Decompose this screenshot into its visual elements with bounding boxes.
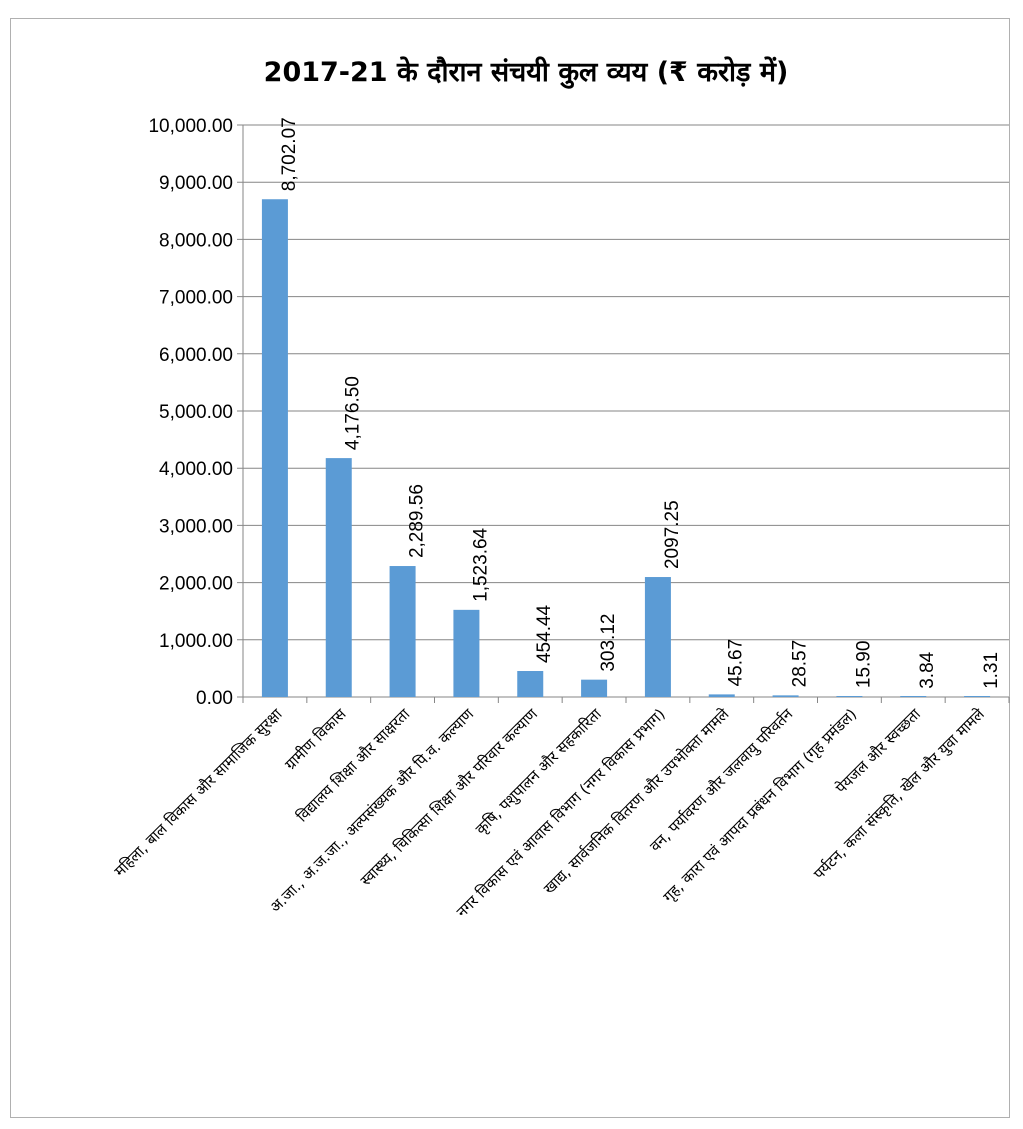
bar: [708, 694, 735, 697]
bar: [581, 679, 608, 697]
category-label: कृषि, पशुपालन और सहकारिता: [472, 704, 607, 839]
data-label: 1,523.64: [470, 527, 491, 601]
y-tick-label: 8,000.00: [159, 230, 233, 251]
y-tick-label: 1,000.00: [159, 631, 233, 652]
y-tick-label: 2,000.00: [159, 574, 233, 595]
bar: [900, 696, 927, 697]
data-label: 28.57: [790, 640, 811, 688]
y-tick-label: 9,000.00: [159, 173, 233, 194]
gridlines: [237, 124, 1009, 698]
data-label: 303.12: [598, 614, 619, 672]
y-tick-label: 7,000.00: [159, 288, 233, 309]
y-tick-label: 5,000.00: [159, 402, 233, 423]
category-labels: महिला, बाल विकास और सामाजिक सुरक्षाग्राम…: [111, 704, 990, 921]
y-tick-label: 0.00: [196, 688, 233, 709]
bar: [389, 566, 416, 697]
chart-frame: 2017-21 के दौरान संचयी कुल व्यय (₹ करोड़…: [10, 18, 1010, 1118]
bar: [964, 696, 991, 697]
bar: [836, 696, 863, 697]
bar: [261, 199, 288, 698]
data-label: 2097.25: [662, 500, 683, 569]
data-label: 45.67: [726, 639, 747, 687]
bar: [325, 458, 352, 697]
data-labels: 8,702.07 4,176.50 2,289.56 1,523.64 454.44 30…: [279, 117, 1002, 689]
data-label: 8,702.07: [279, 117, 300, 191]
data-label: 3.84: [917, 651, 938, 688]
chart-title: 2017-21 के दौरान संचयी कुल व्यय (₹ करोड़…: [264, 56, 789, 89]
y-tick-label: 3,000.00: [159, 516, 233, 537]
y-tick-label: 4,000.00: [159, 459, 233, 480]
data-label: 2,289.56: [407, 484, 428, 558]
data-label: 454.44: [534, 604, 555, 663]
bar: [772, 695, 799, 697]
data-label: 4,176.50: [343, 376, 364, 450]
data-label: 15.90: [853, 641, 874, 689]
x-axis-tick-marks: [242, 697, 1010, 703]
bar: [644, 577, 671, 697]
category-label: ग्रामीण विकास: [281, 704, 350, 773]
y-tick-label: 10,000.00: [148, 116, 233, 137]
bar: [517, 671, 544, 697]
bar: [453, 609, 480, 697]
category-label: विद्यालय शिक्षा और साक्षरता: [293, 704, 414, 825]
y-axis-tick-labels: 0.00 1,000.00 2,000.00 3,000.00 4,000.00 5,00…: [148, 116, 233, 709]
bars: [261, 199, 991, 698]
category-label: महिला, बाल विकास और सामाजिक सुरक्षा: [111, 704, 288, 881]
data-label: 1.31: [981, 652, 1002, 689]
y-tick-label: 6,000.00: [159, 345, 233, 366]
bar-chart: 2017-21 के दौरान संचयी कुल व्यय (₹ करोड़…: [111, 56, 1010, 921]
